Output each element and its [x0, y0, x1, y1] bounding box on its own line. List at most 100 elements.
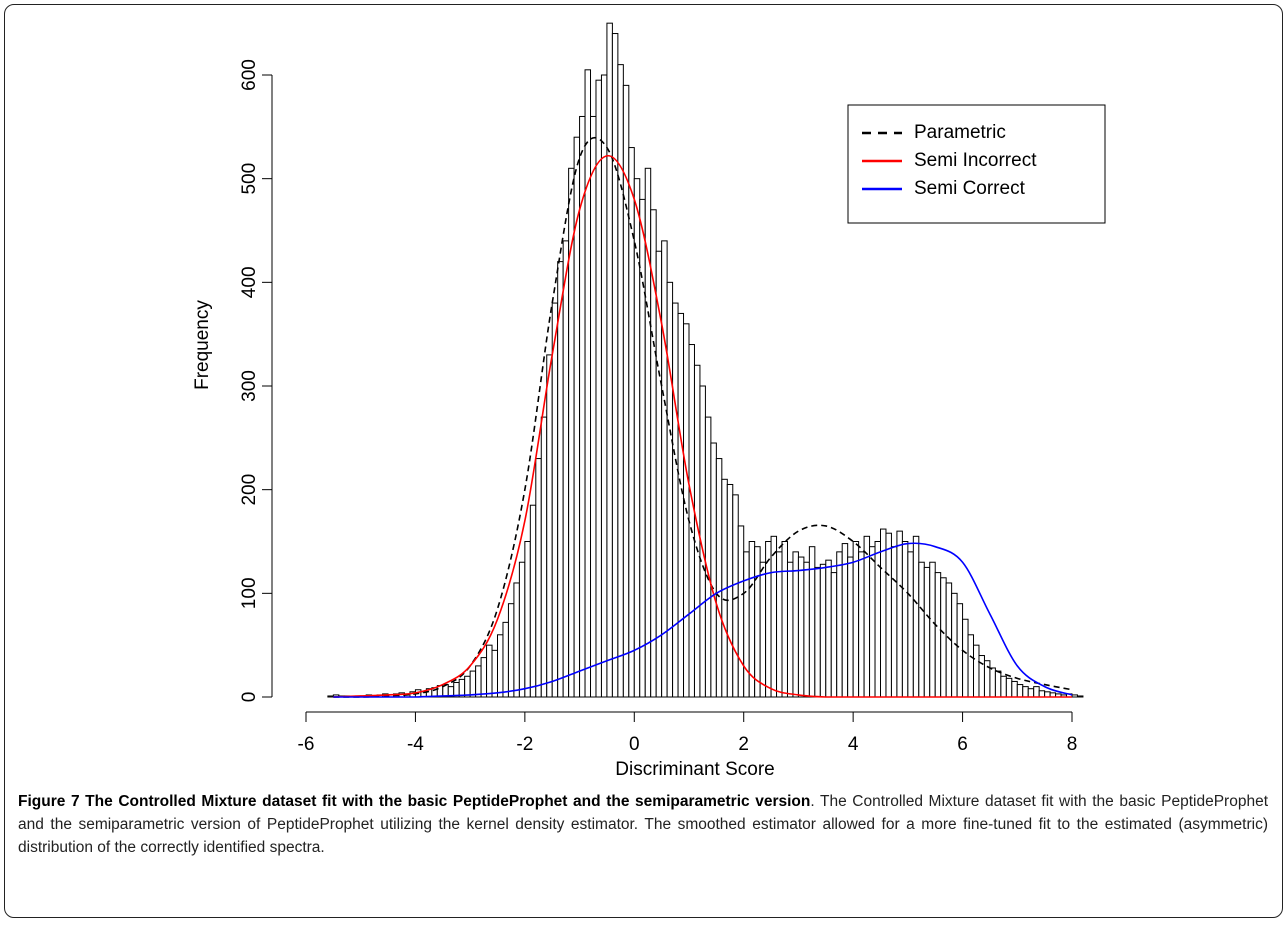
x-tick-label: -2 — [516, 734, 533, 755]
histogram-bar — [590, 115, 597, 698]
y-tick-label: 500 — [239, 163, 260, 195]
y-tick-label: 200 — [239, 474, 260, 506]
histogram-bar — [912, 535, 920, 698]
histogram-bar — [497, 634, 504, 698]
histogram-bar — [956, 603, 964, 698]
histogram-bar — [1071, 694, 1078, 698]
histogram-bar — [502, 621, 509, 698]
legend-label: Semi Incorrect — [914, 150, 1037, 171]
histogram-bar — [836, 551, 843, 698]
x-tick-label: -4 — [407, 734, 424, 755]
histogram-bar — [726, 483, 734, 698]
y-tick-label: 300 — [239, 370, 260, 402]
histogram-bar — [803, 561, 810, 698]
histogram-bar — [1005, 677, 1013, 698]
x-tick-label: 2 — [738, 734, 749, 755]
histogram-bar — [1016, 684, 1024, 698]
x-tick-label: 6 — [957, 734, 968, 755]
histogram-bar — [973, 644, 980, 698]
histogram-bar — [715, 458, 723, 698]
histogram-bar — [677, 312, 685, 698]
x-tick-label: 0 — [629, 734, 640, 755]
x-tick-label: -6 — [298, 734, 315, 755]
histogram-bar — [890, 546, 898, 698]
histogram-bar — [704, 416, 712, 698]
histogram-bar — [546, 354, 553, 698]
histogram-bar — [907, 551, 914, 698]
histogram-bar — [896, 530, 903, 698]
histogram-bar — [825, 559, 832, 698]
histogram-bar — [983, 660, 991, 698]
histogram-bar — [529, 504, 537, 698]
y-tick-label: 400 — [239, 266, 260, 298]
histogram-bar — [617, 64, 624, 698]
caption: Figure 7 The Controlled Mixture dataset … — [18, 790, 1268, 859]
histogram-bar — [989, 667, 996, 698]
curve — [333, 155, 1072, 698]
histogram-bar — [611, 33, 619, 698]
histogram-bar — [918, 561, 925, 698]
histogram-bar — [1000, 675, 1007, 698]
histogram-bar — [929, 561, 936, 698]
histogram-bar — [781, 541, 788, 698]
histogram-bar — [776, 551, 783, 698]
chart: Discriminant Score Frequency -6 -4 -2 0 2 4 6 8… — [192, 22, 1106, 780]
histogram-bar — [934, 572, 942, 698]
y-tick-label: 600 — [239, 59, 260, 91]
histogram-bar — [513, 582, 520, 698]
histogram-bar — [967, 634, 975, 698]
histogram-bar — [962, 618, 969, 698]
legend-label: Semi Correct — [914, 178, 1026, 199]
histogram-bar — [507, 603, 515, 698]
histogram-bar — [557, 261, 564, 698]
histogram-bar — [584, 69, 592, 698]
histogram-bar — [1022, 686, 1029, 698]
histogram-bar — [628, 147, 635, 698]
histogram-bar — [847, 556, 854, 698]
histogram-bar — [901, 541, 909, 698]
x-tick-label: 4 — [848, 734, 859, 755]
histogram-bar — [770, 535, 778, 698]
histogram-bar — [661, 240, 668, 698]
histogram-bar — [841, 543, 849, 698]
histogram-bar — [786, 561, 794, 698]
x-axis-title: Discriminant Score — [615, 759, 774, 780]
histogram-bar — [327, 695, 334, 698]
histogram-bar — [858, 551, 865, 698]
figure-frame — [4, 4, 1283, 918]
histogram-bar — [737, 525, 745, 698]
histogram-bar — [814, 566, 821, 698]
histogram-bar — [940, 577, 947, 698]
histogram-bar — [464, 675, 471, 698]
histogram-bar — [458, 678, 466, 698]
histogram-bar — [869, 546, 876, 698]
legend-box — [847, 104, 1106, 224]
histogram-bar — [666, 281, 674, 698]
histogram-bar — [518, 561, 526, 698]
histogram-bar — [710, 442, 717, 698]
histogram-bar — [540, 416, 548, 698]
legend-label: Parametric — [914, 122, 1006, 143]
histogram-bar — [765, 541, 772, 698]
histogram-bar — [759, 561, 767, 698]
histogram-bar — [754, 546, 761, 698]
caption-text: . The Controlled Mixture dataset fit wit… — [18, 793, 1269, 856]
histogram-bar — [1038, 690, 1046, 698]
histogram-bar — [551, 302, 559, 698]
caption-title: Figure 7 The Controlled Mixture dataset … — [18, 793, 811, 810]
histogram-bar — [600, 74, 608, 698]
histogram-bar — [1076, 695, 1084, 698]
curve — [333, 542, 1073, 698]
histogram-bar — [562, 240, 570, 698]
histogram-bar — [830, 572, 838, 698]
histogram-bar — [880, 528, 887, 698]
histogram-bar — [491, 649, 498, 698]
histogram-bar — [819, 563, 827, 698]
histogram-bar — [535, 458, 542, 698]
histogram-bar — [797, 556, 805, 698]
histogram-bar — [1011, 680, 1018, 698]
histogram-bar — [1027, 688, 1035, 698]
histogram-bar — [885, 532, 892, 698]
histogram-bar — [743, 551, 750, 698]
